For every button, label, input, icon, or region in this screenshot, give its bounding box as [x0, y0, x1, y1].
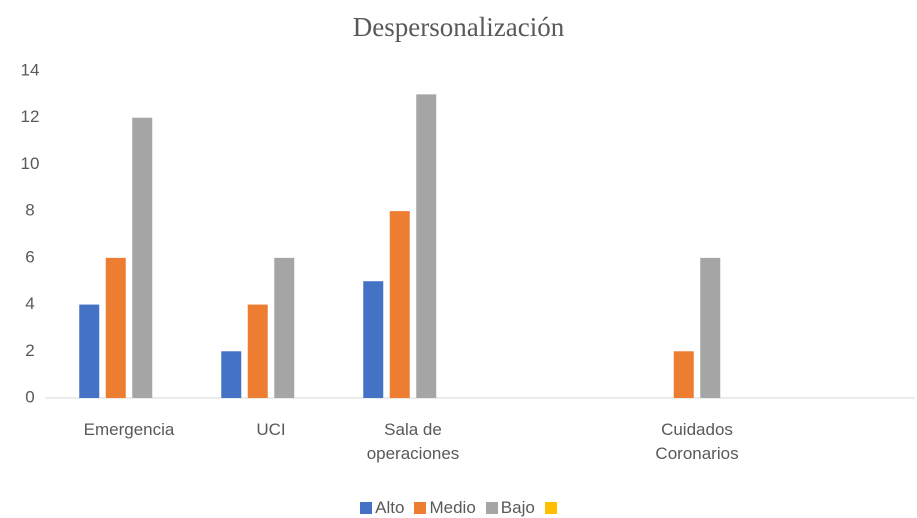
- y-tick-label: 14: [21, 60, 40, 79]
- bar: [416, 94, 437, 398]
- x-tick-label: Sala de operaciones: [366, 420, 460, 463]
- legend: Alto Medio Bajo: [0, 498, 917, 518]
- legend-swatch: [414, 502, 427, 514]
- x-tick-label: UCI: [256, 420, 286, 439]
- bar: [389, 211, 410, 398]
- legend-item: Alto: [360, 498, 404, 518]
- legend-item: Medio: [414, 498, 476, 518]
- legend-swatch: [485, 502, 498, 514]
- legend-item: [544, 498, 557, 518]
- bar: [363, 281, 384, 398]
- bar: [132, 117, 153, 398]
- bar: [105, 257, 126, 398]
- x-tick-label: Cuidados Coronarios: [655, 420, 739, 463]
- bar: [673, 351, 694, 398]
- y-tick-label: 0: [25, 387, 34, 406]
- legend-label: Alto: [375, 498, 405, 517]
- x-tick-label: Emergencia: [83, 420, 175, 439]
- y-tick-label: 4: [25, 294, 34, 313]
- y-tick-label: 8: [25, 201, 34, 220]
- legend-label: Bajo: [500, 498, 535, 517]
- legend-item: Bajo: [485, 498, 535, 518]
- y-tick-label: 6: [25, 247, 34, 266]
- legend-swatch: [360, 502, 373, 514]
- legend-label: Medio: [429, 498, 476, 517]
- chart-title: Despersonalización: [352, 12, 565, 42]
- y-tick-label: 12: [21, 107, 40, 126]
- bar: [221, 351, 242, 398]
- bar: [700, 257, 721, 398]
- y-tick-label: 2: [25, 341, 34, 360]
- legend-swatch: [544, 502, 557, 514]
- bar: [247, 304, 268, 398]
- bar: [79, 304, 100, 398]
- bar: [274, 257, 295, 398]
- y-tick-label: 10: [21, 154, 40, 173]
